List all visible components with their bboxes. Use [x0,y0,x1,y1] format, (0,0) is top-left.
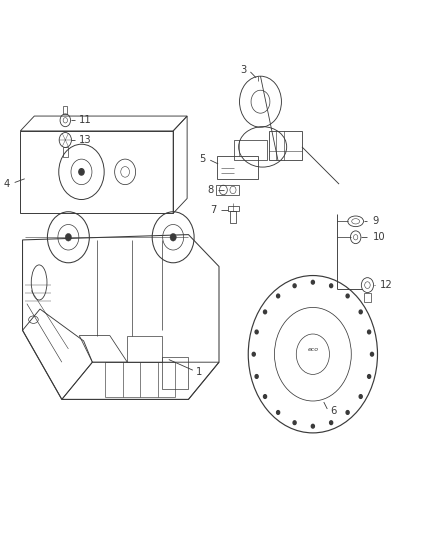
Circle shape [252,352,255,356]
Circle shape [276,410,279,414]
Text: 9: 9 [373,216,379,227]
Bar [20,131,173,213]
Circle shape [359,310,362,314]
Circle shape [346,294,349,298]
Text: 6: 6 [330,406,337,416]
Bar [228,206,239,211]
Circle shape [330,421,333,425]
Text: 5: 5 [200,154,206,164]
Circle shape [371,352,374,356]
Circle shape [330,284,333,288]
Bar [217,157,258,179]
Bar [216,185,239,195]
Text: 13: 13 [79,135,92,145]
Circle shape [293,421,296,425]
Text: eco: eco [307,348,318,352]
Circle shape [311,424,314,428]
Circle shape [276,294,279,298]
Text: 11: 11 [79,115,92,125]
Circle shape [79,168,84,175]
Circle shape [264,310,267,314]
Bar [230,211,237,223]
Text: 12: 12 [380,280,392,290]
Circle shape [255,375,258,378]
Bar [63,148,68,157]
Circle shape [255,330,258,334]
Circle shape [293,284,296,288]
Circle shape [264,394,267,398]
Text: 4: 4 [4,179,11,189]
Text: 10: 10 [373,232,385,243]
Circle shape [170,233,177,241]
Circle shape [65,233,71,241]
Bar [364,293,371,302]
Text: 8: 8 [208,185,214,195]
Circle shape [311,280,314,284]
Circle shape [367,375,371,378]
Text: 7: 7 [210,205,216,215]
Circle shape [367,330,371,334]
Circle shape [346,410,349,414]
Bar [63,107,67,114]
Text: 3: 3 [240,65,246,75]
Bar [269,131,302,160]
Text: 1: 1 [196,367,203,377]
Bar [234,140,267,160]
Circle shape [359,394,362,398]
